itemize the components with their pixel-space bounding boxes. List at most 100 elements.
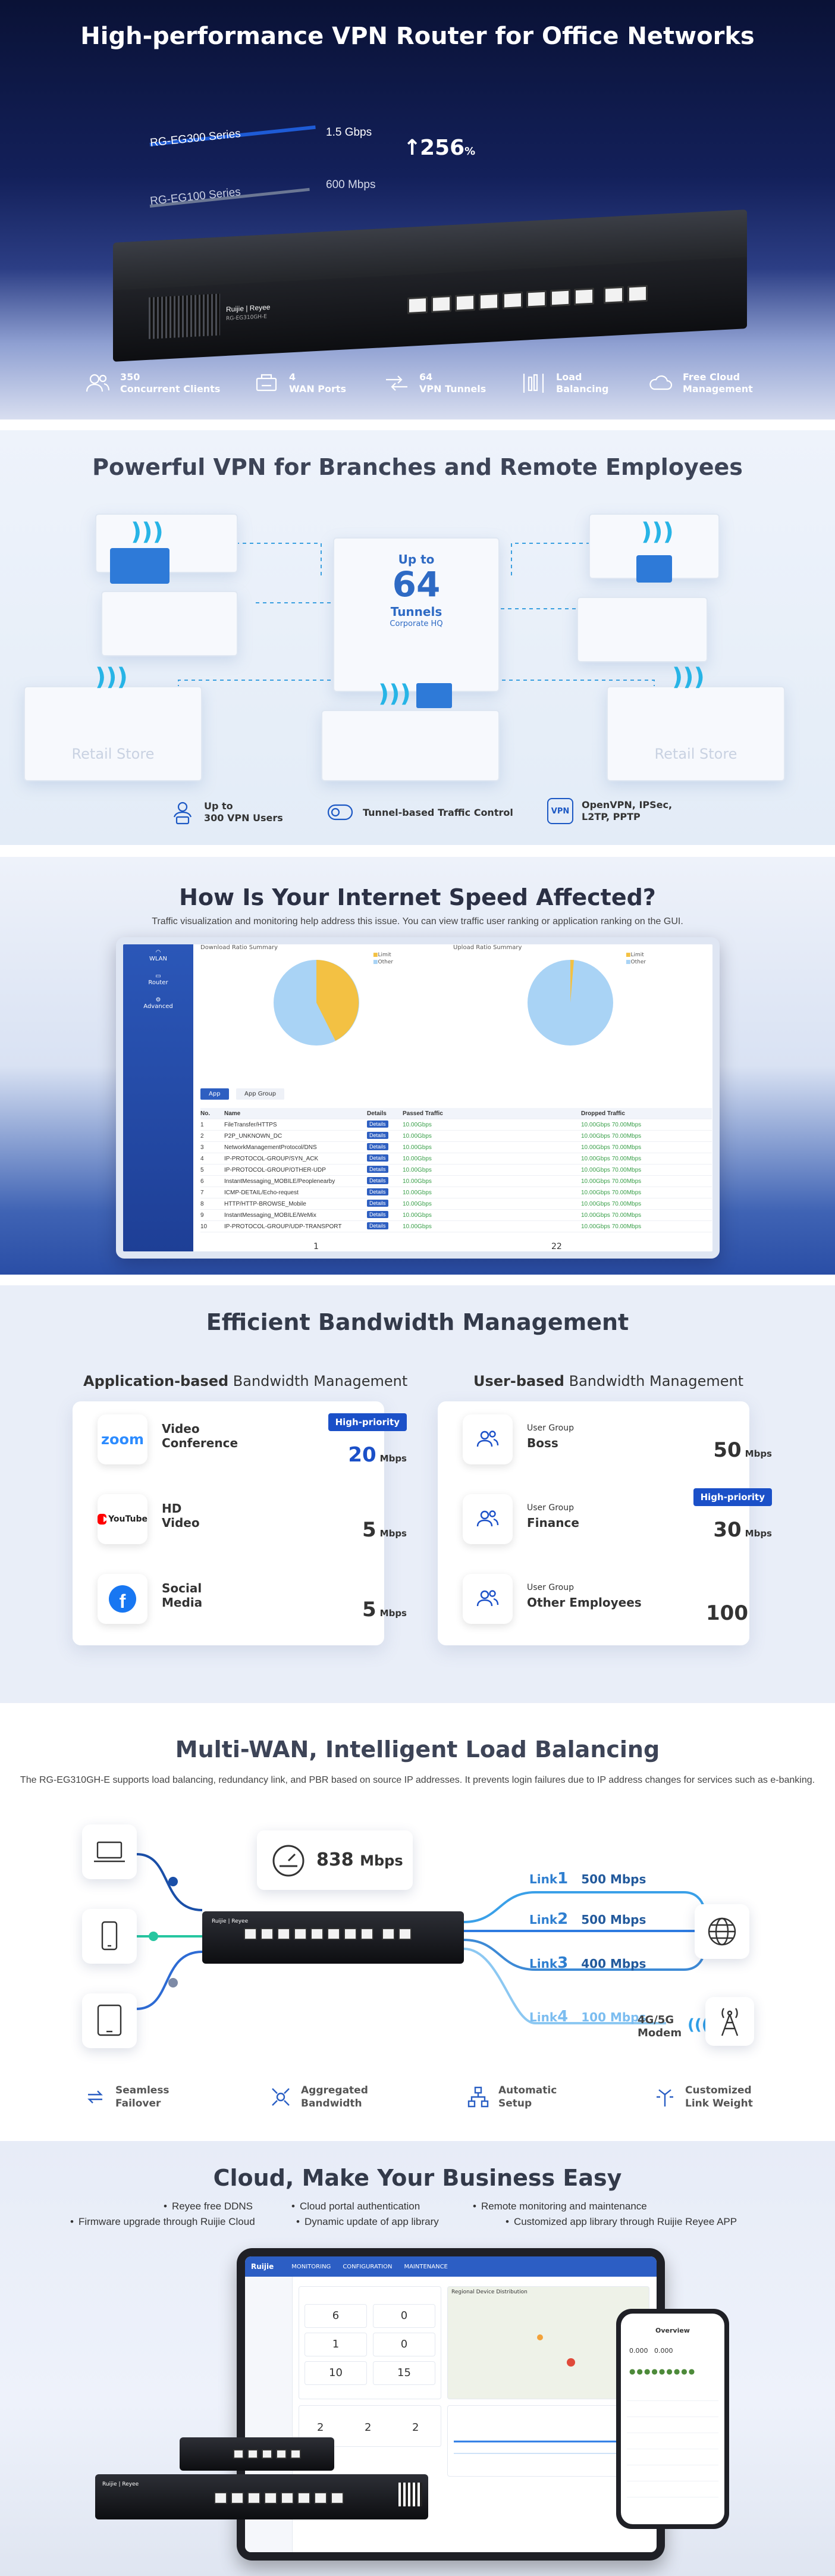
table-cell: 10 — [200, 1223, 224, 1230]
lan-port — [262, 2449, 272, 2459]
cell-text: 4 — [200, 1155, 204, 1162]
table-cell: 10.00Gbps — [403, 1133, 581, 1140]
bar2-label: RG-EG100 Series — [149, 186, 241, 208]
details-button[interactable]: Details — [367, 1165, 403, 1175]
youtube-logo: YouTube — [98, 1494, 147, 1544]
multiwan-subtitle: The RG-EG310GH-E supports load balancing… — [20, 1775, 815, 1785]
app-line1: Video — [162, 1422, 200, 1436]
facebook-icon: f — [109, 1585, 136, 1613]
cell-text: 9 — [200, 1212, 204, 1219]
cell-text: 10.00Gbps 70.00Mbps — [581, 1166, 642, 1173]
details-button[interactable]: Details — [367, 1131, 403, 1141]
hq-label-up: Up to — [398, 552, 435, 566]
increase-value: 256% — [420, 136, 475, 160]
sidebar-label: WLAN — [149, 956, 167, 962]
cell-text: HTTP/HTTP-BROWSE_Mobile — [224, 1200, 306, 1207]
details-label: Details — [367, 1199, 388, 1207]
app-name: Video Conference — [162, 1422, 238, 1450]
details-button[interactable]: Details — [367, 1188, 403, 1197]
details-button[interactable]: Details — [367, 1176, 403, 1186]
feature-line1: Tunnel-based Traffic Control — [363, 806, 513, 818]
lan-port — [574, 287, 594, 306]
details-button[interactable]: Details — [367, 1120, 403, 1129]
sidebar-item-router[interactable]: ▭ Router — [123, 973, 193, 986]
lan-port — [244, 1928, 257, 1940]
cloud-bullet: Customized app library through Ruijie Re… — [506, 2216, 737, 2228]
sidebar-item-advanced[interactable]: ⚙ Advanced — [123, 997, 193, 1010]
feature-cloud: Free Cloud Management — [647, 370, 753, 396]
phone-stat: 0.000 — [654, 2347, 673, 2355]
user-bandwidth-value: 100 — [706, 1601, 748, 1625]
tile-value: 2 — [412, 2421, 419, 2434]
column-header: Passed Traffic — [403, 1110, 443, 1117]
multiwan-title: Multi-WAN, Intelligent Load Balancing — [175, 1736, 660, 1763]
table-cell: 10.00Gbps — [403, 1167, 581, 1173]
router-model: RG-EG310GH-E — [226, 314, 267, 322]
table-cell: 10.00Gbps — [403, 1178, 581, 1185]
laptop-screen — [416, 683, 452, 708]
speed-number: 838 — [316, 1849, 354, 1870]
globe-icon — [708, 1917, 736, 1946]
tab-app[interactable]: App — [200, 1088, 229, 1100]
table-row: 9 InstantMessaging_MOBILE/WeMix Details 10.… — [200, 1210, 712, 1221]
modem-label: 4G/5G Modem — [638, 2014, 682, 2040]
dashboard-header: Ruijie MONITORING CONFIGURATION MAINTENA… — [245, 2256, 657, 2277]
nav-maintenance[interactable]: MAINTENANCE — [404, 2263, 448, 2270]
lan-port — [360, 1928, 373, 1940]
cell-text: IP-PROTOCOL-GROUP/UDP-TRANSPORT — [224, 1223, 342, 1230]
remote-employee-desk — [321, 710, 500, 781]
feature-line1: Automatic — [498, 2084, 557, 2096]
details-button[interactable]: Details — [367, 1222, 403, 1231]
caption-rest: Bandwidth Management — [228, 1373, 408, 1389]
table-cell: 10.00Gbps 70.00Mbps — [581, 1156, 712, 1162]
vpn-user-icon — [173, 802, 192, 825]
lan-port — [297, 2492, 310, 2504]
details-button[interactable]: Details — [367, 1143, 403, 1152]
stat-tile: 6 — [305, 2304, 367, 2328]
lan-port — [281, 2492, 294, 2504]
table-cell: 10.00Gbps 70.00Mbps — [581, 1178, 712, 1185]
stat-tile: 10 — [305, 2361, 367, 2385]
cell-text: 10.00Gbps — [403, 1166, 432, 1173]
lan-port — [294, 1928, 307, 1940]
details-button[interactable]: Details — [367, 1154, 403, 1163]
tab-app-group[interactable]: App Group — [236, 1088, 285, 1100]
table-row: 2 P2P_UNKNOWN_DC Details 10.00Gbps 10.00Gbps… — [200, 1131, 712, 1142]
link-speed: 500 Mbps — [581, 1872, 646, 1886]
user-row-finance: User Group Finance High-priority 30 Mbps — [463, 1488, 772, 1554]
lan-port — [503, 291, 523, 309]
sidebar-item-wlan[interactable]: ◠ WLAN — [123, 949, 193, 962]
lan-port — [214, 2492, 227, 2504]
stat-2: 22 — [551, 1242, 562, 1251]
user-group-label: User Group — [527, 1503, 574, 1513]
table-cell: 10.00Gbps 70.00Mbps — [581, 1212, 712, 1219]
value-number: 20 — [348, 1443, 376, 1467]
feature-value: Load — [556, 371, 582, 383]
hero-title: High-performance VPN Router for Office N… — [80, 23, 755, 50]
nav-configuration[interactable]: CONFIGURATION — [343, 2263, 393, 2270]
map-pin — [567, 2358, 575, 2367]
wifi-icon: ))) — [131, 518, 164, 546]
app-line2: Video — [162, 1516, 200, 1530]
details-button[interactable]: Details — [367, 1199, 403, 1209]
cell-text: 8 — [200, 1200, 204, 1207]
vpn-feature-users: Up to 300 VPN Users — [169, 799, 283, 825]
user-bandwidth-card: User Group Boss 50 Mbps User Group Financ… — [438, 1401, 772, 1645]
table-cell: NetworkManagementProtocol/DNS — [224, 1144, 367, 1151]
feature-aggregated: Aggregated Bandwidth — [269, 2084, 368, 2110]
feature-line1: Up to — [204, 800, 233, 812]
cell-text: 10.00Gbps — [403, 1132, 432, 1140]
table-cell: ICMP-DETAIL/Echo-request — [224, 1190, 367, 1196]
cell-text: 10.00Gbps — [403, 1189, 432, 1196]
nav-monitoring[interactable]: MONITORING — [291, 2263, 331, 2270]
details-button[interactable]: Details — [367, 1210, 403, 1220]
table-cell: 1 — [200, 1122, 224, 1128]
table-row: 8 HTTP/HTTP-BROWSE_Mobile Details 10.00Gbps… — [200, 1198, 712, 1210]
cell-text: 3 — [200, 1144, 204, 1151]
bar1-value: 1.5 Gbps — [326, 126, 372, 139]
lan-port — [260, 1928, 274, 1940]
column-header: Details — [367, 1110, 387, 1117]
table-cell: 10.00Gbps 70.00Mbps — [581, 1223, 712, 1230]
value-number: 100 — [706, 1601, 748, 1625]
